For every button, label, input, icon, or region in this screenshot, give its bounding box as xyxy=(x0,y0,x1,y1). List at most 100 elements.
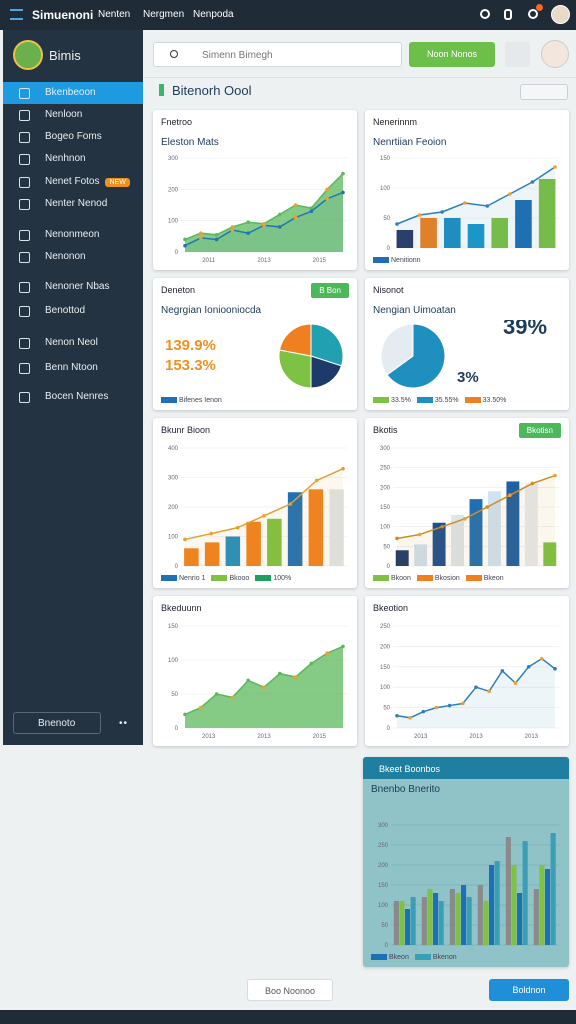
y-tick-label: 300 xyxy=(168,156,179,162)
chart: 0 50 100 150 200 250 2013 2013 2013 xyxy=(380,624,559,740)
nav-item[interactable]: Nenon Neol xyxy=(3,332,143,354)
y-tick-label: 250 xyxy=(380,466,391,472)
area xyxy=(185,173,343,252)
brand-logo xyxy=(13,40,43,70)
point xyxy=(199,705,203,710)
point xyxy=(341,466,345,471)
nav-link[interactable]: Nenten xyxy=(98,9,131,20)
nav-item[interactable]: Nenoner Nbas xyxy=(3,276,143,298)
nav-item[interactable]: Benn Ntoon xyxy=(3,357,143,379)
icon-button[interactable] xyxy=(505,42,530,67)
nav-item[interactable]: Nenhnon xyxy=(3,148,143,170)
nav-item[interactable]: Benottod xyxy=(3,300,143,322)
secondary-button[interactable]: Boo Noonoo xyxy=(247,979,333,1001)
dropdown[interactable]: Bnenoto xyxy=(13,712,101,734)
card: Nisonot Nengian Uimoatan 33.5% 35.55% 33.50%… xyxy=(365,278,569,410)
point xyxy=(199,236,203,240)
search-box[interactable]: Simenn Bimegh xyxy=(153,42,402,67)
line xyxy=(396,474,556,540)
bar xyxy=(267,518,282,566)
legend-swatch xyxy=(371,954,387,961)
bar xyxy=(329,489,344,566)
point xyxy=(485,505,490,509)
legend-swatch xyxy=(161,575,177,582)
nav-item[interactable]: Bogeo Foms xyxy=(3,126,143,148)
legend-label: Nenrio 1 xyxy=(179,575,206,582)
point xyxy=(408,716,412,720)
bar xyxy=(489,865,495,945)
primary-button[interactable]: Noon Nonos xyxy=(409,42,495,67)
bar xyxy=(414,544,428,566)
bar xyxy=(184,548,199,566)
legend-item: Nenrio 1 xyxy=(161,575,205,582)
bar xyxy=(451,514,465,566)
bar xyxy=(491,218,509,248)
y-tick-label: 300 xyxy=(380,446,391,452)
point xyxy=(341,644,345,649)
nav-link[interactable]: Nergmen xyxy=(143,9,185,20)
legend-label: Nenitionn xyxy=(391,257,421,264)
bar xyxy=(515,200,532,248)
line xyxy=(396,166,556,225)
y-tick-label: 100 xyxy=(168,658,179,664)
nav-item[interactable]: Bocen Nenres xyxy=(3,386,143,408)
icon[interactable] xyxy=(504,9,512,20)
nav-icon xyxy=(19,132,30,143)
point xyxy=(440,210,444,214)
nav-item[interactable]: Nenonmeon xyxy=(3,224,143,246)
point xyxy=(530,180,535,184)
nav-item[interactable]: Bkenbeoon xyxy=(3,82,143,104)
point xyxy=(434,705,439,710)
card-title: Bkeduunn xyxy=(161,603,202,613)
nav-icon xyxy=(19,363,30,374)
point xyxy=(553,165,557,169)
x-tick-label: 2013 xyxy=(414,734,428,740)
nav-item[interactable]: Nenloon xyxy=(3,104,143,126)
bar xyxy=(287,492,303,566)
more-icon[interactable]: •• xyxy=(119,718,129,729)
bar xyxy=(522,841,528,945)
point xyxy=(214,232,219,237)
search-icon[interactable] xyxy=(480,9,490,19)
legend-swatch xyxy=(464,397,481,404)
view-toggle[interactable] xyxy=(520,84,568,100)
nav-icon xyxy=(19,154,30,165)
menu-icon[interactable] xyxy=(10,9,23,20)
chart: 0 50 100 150 200 250 300 xyxy=(380,446,559,570)
tag-button[interactable]: Bkotisn xyxy=(518,423,561,438)
card-header xyxy=(363,757,569,779)
chart: 0 50 100 150 2013 2013 2015 xyxy=(168,624,347,740)
legend-swatch xyxy=(161,397,177,404)
legend: Bkoon Bkosion Bkeon xyxy=(373,575,504,582)
nav-item[interactable]: Nenter Nenod xyxy=(3,193,143,215)
legend: Nenrio 1 Bkooo 100% xyxy=(161,575,291,582)
point xyxy=(461,701,465,706)
legend-swatch xyxy=(416,397,433,404)
nav-icon xyxy=(19,282,30,293)
tag-button[interactable]: B Bon xyxy=(311,283,349,298)
title-marker xyxy=(159,84,164,96)
stat-value: 153.3% xyxy=(165,357,216,374)
notifications[interactable] xyxy=(528,9,538,19)
avatar[interactable] xyxy=(551,5,570,24)
point xyxy=(309,661,314,666)
primary-button[interactable]: Boldnon xyxy=(489,979,569,1001)
y-tick-label: 50 xyxy=(383,216,390,222)
nav-label: Nenloon xyxy=(45,109,83,120)
point xyxy=(341,171,345,176)
nav-item[interactable]: Nenonon xyxy=(3,246,143,268)
badge-dot xyxy=(536,4,543,11)
nav-item[interactable]: Nenet Fotos NEW xyxy=(3,171,143,193)
nav-link[interactable]: Nenpoda xyxy=(193,9,234,20)
y-tick-label: 50 xyxy=(383,544,390,550)
point xyxy=(230,228,235,232)
brand-name: Bimis xyxy=(49,48,81,63)
nav-label: Bkenbeoon xyxy=(45,87,96,98)
x-tick-label: 2013 xyxy=(202,734,216,740)
avatar[interactable] xyxy=(541,40,569,68)
y-tick-label: 300 xyxy=(168,476,179,482)
stat-value: 39% xyxy=(503,320,547,339)
point xyxy=(513,681,518,685)
bar xyxy=(433,893,439,945)
point xyxy=(395,222,399,226)
